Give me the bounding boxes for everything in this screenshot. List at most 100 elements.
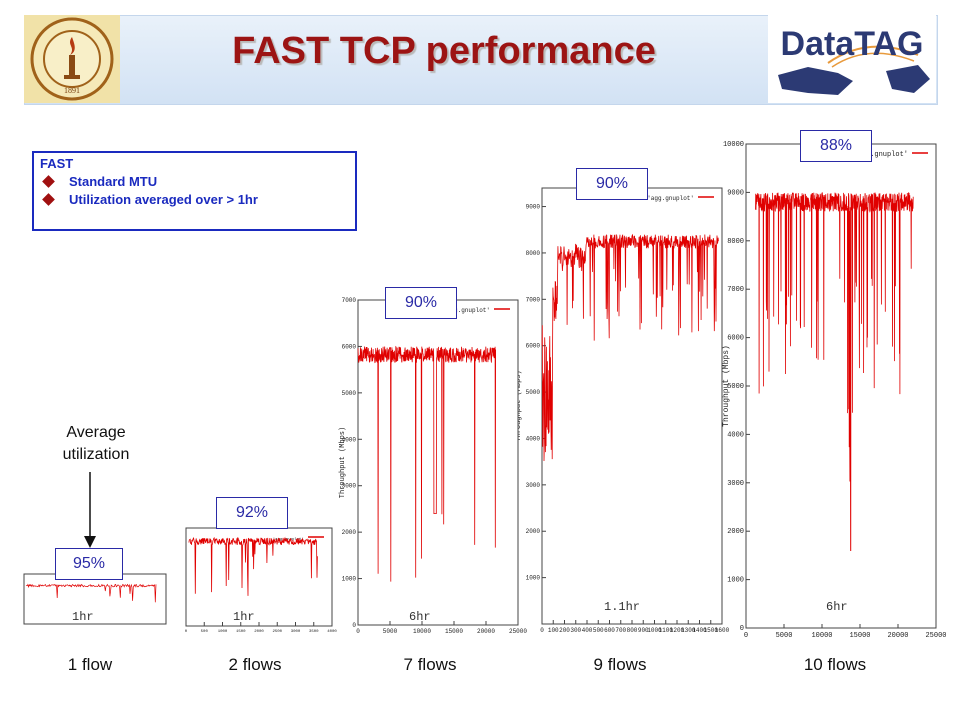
x-tick-label: 25000 <box>925 632 946 640</box>
x-tick-label: 15000 <box>849 632 870 640</box>
x-tick-label: 2000 <box>254 630 264 634</box>
duration-label: 1.1hr <box>604 600 641 614</box>
utilization-badge: 90% <box>385 287 457 319</box>
diamond-bullet-icon <box>42 175 55 188</box>
x-tick-label: 20000 <box>887 632 908 640</box>
x-tick-label: 500 <box>201 630 209 634</box>
datatag-logo: DataTAG <box>768 15 936 103</box>
x-tick-label: 2500 <box>272 630 282 634</box>
x-tick-label: 1200 <box>670 627 685 634</box>
x-tick-label: 1000 <box>218 630 228 634</box>
x-tick-label: 500 <box>593 627 604 634</box>
y-tick-label: 5000 <box>342 390 357 397</box>
y-tick-label: 6000 <box>526 343 541 350</box>
x-tick-label: 25000 <box>509 628 527 635</box>
y-tick-label: 7000 <box>342 297 357 304</box>
x-tick-label: 1500 <box>236 630 246 634</box>
plot-9-flows: 1000 2000 3000 4000 5000 6000 7000 8000 9000 0 100… <box>515 187 730 634</box>
bullet-item: Standard MTU <box>42 174 349 189</box>
duration-label: 1hr <box>233 610 255 624</box>
flow-count-label: 1 flow <box>67 655 113 674</box>
x-tick-label: 1000 <box>647 627 662 634</box>
y-tick-label: 3000 <box>526 482 541 489</box>
caltech-seal-logo: 1891 <box>24 15 120 103</box>
y-tick-label: 4000 <box>727 431 744 439</box>
legend-label: 'agg.gnuplot' <box>273 537 304 542</box>
plot-2-flows: 0 500 1000 1500 2000 2500 3000 3500 4000 'agg.gnu… <box>185 527 337 634</box>
y-tick-label: 8000 <box>727 238 744 246</box>
y-tick-label: 6000 <box>342 343 357 350</box>
x-tick-label: 20000 <box>477 628 495 635</box>
y-tick-label: 1000 <box>727 577 744 585</box>
y-tick-label: 6000 <box>727 335 744 343</box>
throughput-series-line <box>541 233 719 462</box>
y-tick-label: 9000 <box>526 204 541 211</box>
x-tick-label: 600 <box>604 627 615 634</box>
legend-label: 'agg.gnuplot' <box>647 195 694 202</box>
datatag-logo-text: DataTAG <box>781 25 924 63</box>
plot-frame <box>23 573 167 625</box>
x-tick-label: 0 <box>356 628 360 635</box>
y-axis-label: Throughput (Mbps) <box>722 345 731 427</box>
duration-label: 6hr <box>826 600 848 614</box>
x-tick-label: 900 <box>638 627 649 634</box>
throughput-series-line <box>25 583 157 603</box>
x-tick-label: 0 <box>185 630 188 634</box>
x-tick-label: 3500 <box>309 630 319 634</box>
y-tick-label: 2000 <box>342 529 357 536</box>
x-tick-label: 1600 <box>715 627 730 634</box>
x-tick-label: 1100 <box>659 627 674 634</box>
x-tick-label: 1400 <box>692 627 707 634</box>
y-tick-label: 0 <box>352 622 356 629</box>
notes-box: FAST Standard MTU Utilization averaged o… <box>32 151 357 231</box>
x-tick-label: 400 <box>582 627 593 634</box>
avg-label-line: Average <box>66 424 126 441</box>
y-tick-label: 2000 <box>727 528 744 536</box>
flow-count-label: 10 flows <box>803 655 867 674</box>
bullet-item: Utilization averaged over > 1hr <box>42 192 349 207</box>
plot-frame <box>745 143 937 629</box>
avg-label-line: utilization <box>62 446 130 463</box>
x-tick-label: 10000 <box>413 628 431 635</box>
x-tick-label: 200 <box>559 627 570 634</box>
y-tick-label: 3000 <box>727 480 744 488</box>
throughput-series-line <box>357 345 497 582</box>
legend-label: 'agg.gnuplot' <box>853 151 908 159</box>
x-tick-label: 300 <box>570 627 581 634</box>
x-tick-label: 15000 <box>445 628 463 635</box>
duration-label: 6hr <box>409 610 431 624</box>
plot-1-flow <box>23 573 167 625</box>
y-tick-label: 2000 <box>526 528 541 535</box>
y-tick-label: 7000 <box>526 296 541 303</box>
y-tick-label: 1000 <box>342 576 357 583</box>
caltech-year: 1891 <box>64 86 80 95</box>
duration-label: 1hr <box>72 610 94 624</box>
utilization-badge: 90% <box>576 168 648 200</box>
notes-title: FAST <box>40 156 74 171</box>
slide-title: FAST TCP performance <box>232 30 656 72</box>
flow-count-label: 7 flows <box>403 655 457 674</box>
x-tick-label: 10000 <box>811 632 832 640</box>
y-axis-label: Throughput (Mbps) <box>339 427 347 498</box>
x-tick-label: 4000 <box>327 630 337 634</box>
y-tick-label: 1000 <box>526 575 541 582</box>
y-tick-label: 8000 <box>526 250 541 257</box>
y-tick-label: 7000 <box>727 286 744 294</box>
x-tick-label: 800 <box>627 627 638 634</box>
bullet-text: Utilization averaged over > 1hr <box>69 192 258 207</box>
y-tick-label: 4000 <box>526 435 541 442</box>
diamond-bullet-icon <box>42 193 55 206</box>
plot-10-flows: 0 1000 2000 3000 4000 5000 6000 7000 8000 9000 100… <box>722 141 947 640</box>
y-tick-label: 5000 <box>526 389 541 396</box>
y-tick-label: 9000 <box>727 189 744 197</box>
utilization-badge: 92% <box>216 497 288 529</box>
bullet-text: Standard MTU <box>69 174 158 189</box>
y-tick-label: 4000 <box>342 436 357 443</box>
y-tick-label: 3000 <box>342 483 357 490</box>
throughput-series-line <box>188 536 318 596</box>
average-utilization-label: Average utilization <box>36 422 156 466</box>
x-tick-label: 0 <box>744 632 748 640</box>
y-tick-label: 0 <box>740 625 744 633</box>
y-tick-label: 10000 <box>723 141 744 149</box>
flow-count-label: 9 flows <box>593 655 647 674</box>
